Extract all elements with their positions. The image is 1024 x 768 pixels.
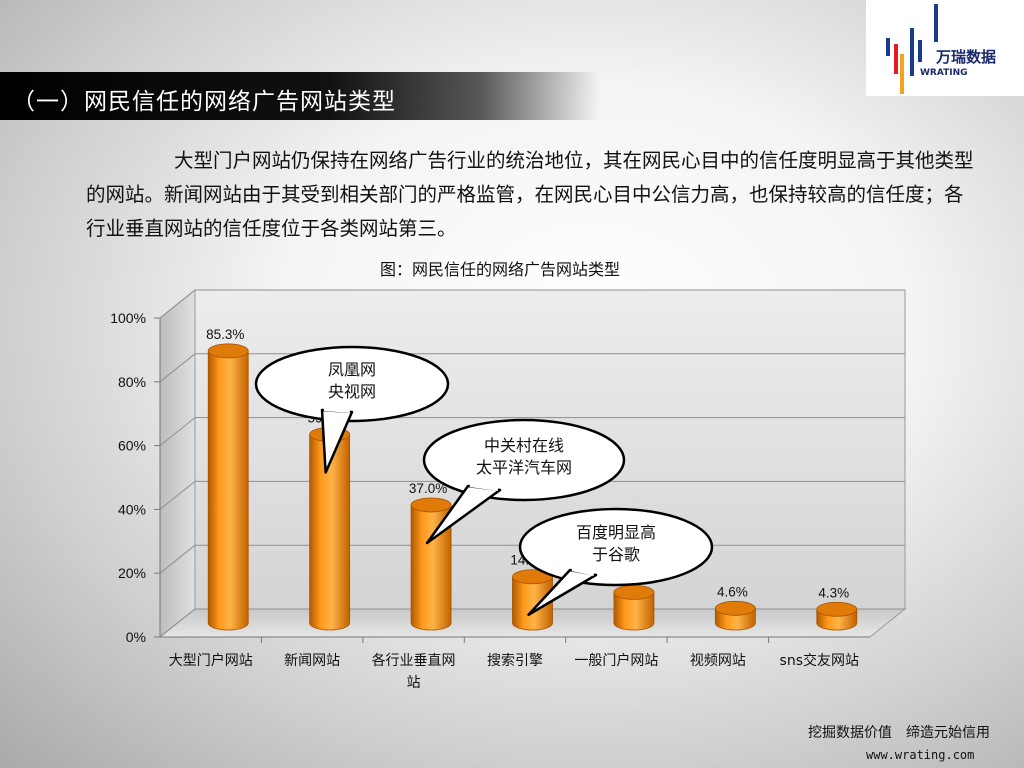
callout-bubble xyxy=(518,507,714,587)
callout-text: 太平洋汽车网 xyxy=(476,458,572,477)
x-tick-label: 站 xyxy=(407,675,421,691)
y-tick-label: 40% xyxy=(118,501,146,517)
bar-body xyxy=(613,591,655,631)
callout-seam xyxy=(323,407,351,413)
y-tick-label: 20% xyxy=(118,565,146,581)
bar-body xyxy=(410,504,452,631)
gridline-side xyxy=(159,608,196,638)
logo-mark: 万瑞数据 WRATING xyxy=(886,4,996,94)
footer-url: www.wrating.com xyxy=(866,748,975,762)
y-tick-label: 0% xyxy=(126,629,146,645)
gridline-side xyxy=(159,417,196,446)
x-tick-label: 视频网站 xyxy=(690,653,746,669)
y-tick-label: 60% xyxy=(118,438,146,454)
x-tick-label: 大型门户网站 xyxy=(169,652,253,669)
footer-slogan: 挖掘数据价值 缔造元始信用 xyxy=(808,725,990,741)
logo-sub: WRATING xyxy=(920,68,968,78)
bar xyxy=(714,600,756,631)
callout-text: 中关村在线 xyxy=(484,436,564,455)
bar-cap xyxy=(410,497,452,513)
gridline-side xyxy=(159,544,196,574)
logo: 万瑞数据 WRATING xyxy=(866,0,1024,96)
x-tick-label: 搜索引擎 xyxy=(487,652,543,669)
bar-cap xyxy=(613,584,655,600)
bar-body xyxy=(512,576,553,631)
x-tick-label: 一般门户网站 xyxy=(574,652,658,669)
gridline-side xyxy=(159,353,196,383)
gridline-side xyxy=(159,481,196,510)
callout-text: 百度明显高 xyxy=(576,523,656,542)
bar-cap xyxy=(816,601,858,617)
x-tick-label: 新闻网站 xyxy=(284,653,340,669)
data-label: 85.3% xyxy=(206,327,244,342)
callout-bubble xyxy=(254,345,450,423)
data-label: 4.6% xyxy=(717,584,748,599)
callout-bubble xyxy=(422,418,626,502)
bar xyxy=(410,497,452,631)
y-tick-label: 80% xyxy=(118,374,146,390)
bar-cap xyxy=(714,600,756,616)
x-tick-label: 各行业垂直网 xyxy=(372,652,456,669)
bar xyxy=(512,569,553,631)
bar-body xyxy=(309,434,351,631)
body-paragraph: 大型门户网站仍保持在网络广告行业的统治地位，其在网民心目中的信任度明显高于其他类… xyxy=(86,144,976,246)
callout-text: 于谷歌 xyxy=(592,545,640,564)
callout-seam xyxy=(571,567,595,576)
body-text: 大型门户网站仍保持在网络广告行业的统治地位，其在网民心目中的信任度明显高于其他类… xyxy=(86,149,974,240)
bar-cap xyxy=(207,343,249,359)
figure-caption: 图：网民信任的网络广告网站类型 xyxy=(380,260,621,279)
x-tick-label: sns交友网站 xyxy=(780,652,859,669)
chart-side-wall xyxy=(159,288,196,639)
bar xyxy=(613,584,655,631)
callout-seam xyxy=(469,483,499,491)
callout-text: 央视网 xyxy=(328,382,376,401)
data-label: 37.0% xyxy=(409,481,447,496)
bar xyxy=(207,343,249,631)
callout-text: 凤凰网 xyxy=(328,360,376,379)
y-tick-label: 100% xyxy=(110,310,146,326)
title-bar: （一）网民信任的网络广告网站类型 xyxy=(0,72,600,120)
bar-body xyxy=(207,350,249,631)
logo-name: 万瑞数据 xyxy=(935,48,996,66)
data-label: 4.3% xyxy=(818,585,849,600)
page-title: （一）网民信任的网络广告网站类型 xyxy=(12,89,396,115)
bar xyxy=(816,601,858,631)
gridline-side xyxy=(159,289,196,319)
